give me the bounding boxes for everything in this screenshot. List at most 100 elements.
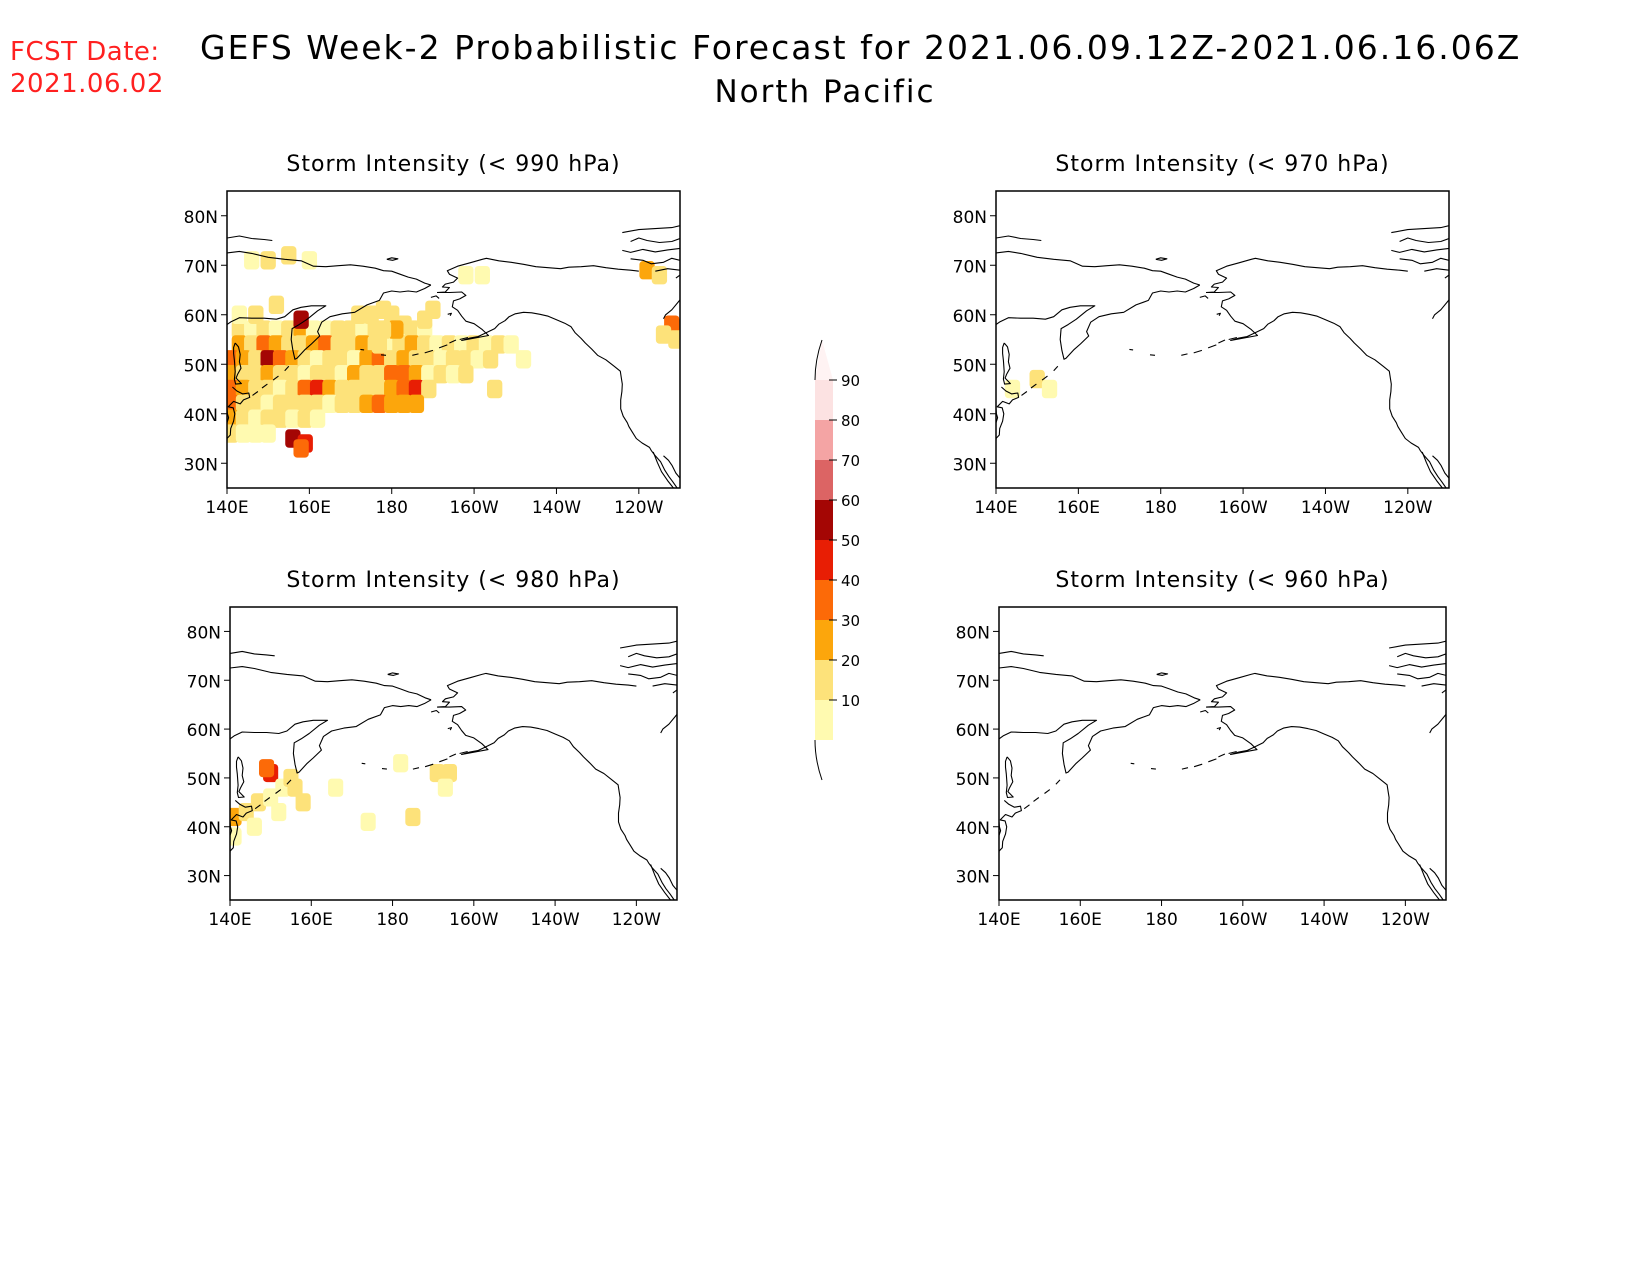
probability-cell: [433, 350, 449, 369]
probability-cell: [244, 320, 260, 339]
colorbar-bottom-edge: [814, 739, 823, 781]
coastline: [227, 386, 251, 441]
probability-cell: [259, 759, 275, 778]
probability-cell: [429, 335, 445, 354]
coastline: [1421, 683, 1446, 687]
lat-tick-label: 70N: [187, 672, 221, 692]
coastline: [380, 354, 387, 356]
probability-cell: [375, 320, 392, 339]
coastline: [1399, 237, 1449, 244]
probability-cell: [334, 364, 350, 384]
probability-cell: [281, 246, 297, 265]
probability-cell: [458, 364, 474, 384]
coastlines: [230, 640, 677, 900]
lon-tick-label: 120W: [612, 910, 661, 930]
lat-tick-label: 40N: [184, 406, 218, 426]
coastline: [439, 758, 448, 763]
probability-cell: [328, 778, 344, 797]
probability-cell: [322, 364, 338, 384]
probability-cell: [334, 379, 350, 399]
probability-cell: [347, 364, 363, 384]
probability-cell: [268, 320, 285, 339]
probability-cell: [301, 251, 318, 270]
lon-tick-label: 140E: [205, 498, 248, 518]
probability-cell: [330, 335, 346, 354]
coastline: [1130, 762, 1135, 765]
coastlines: [996, 225, 1449, 488]
coastline: [1419, 864, 1440, 900]
probability-cell: [392, 335, 408, 354]
coastline: [663, 455, 680, 479]
probability-cell: [1041, 379, 1058, 399]
coastline: [1193, 349, 1203, 354]
probability-cell: [260, 251, 276, 270]
coastlines: [227, 225, 680, 488]
probability-cell: [248, 305, 264, 324]
probability-cell: [393, 754, 409, 773]
lon-tick-label: 140W: [530, 910, 579, 930]
lat-tick-label: 60N: [184, 307, 218, 327]
coastline: [252, 391, 259, 396]
panel-title: Storm Intensity (< 990 hPa): [286, 152, 620, 177]
lon-tick-label: 140W: [532, 498, 581, 518]
probability-cell: [441, 763, 457, 783]
probability-cell: [260, 364, 276, 384]
coastline: [286, 779, 292, 785]
coastline: [361, 762, 366, 765]
probability-cell: [371, 379, 388, 399]
lat-tick-label: 60N: [953, 307, 987, 327]
probability-cell: [272, 394, 289, 414]
coastline: [1002, 342, 1011, 385]
probability-cell: [359, 364, 375, 384]
lat-tick-label: 50N: [953, 356, 987, 376]
probability-cell: [360, 812, 376, 831]
probability-cell: [384, 350, 400, 369]
coastline: [1055, 779, 1061, 785]
coastline: [630, 257, 680, 265]
probability-cell: [295, 793, 311, 812]
probability-cell: [445, 350, 462, 369]
probability-cell: [297, 409, 313, 428]
coastline: [650, 864, 671, 900]
probability-cell: [268, 295, 285, 315]
coastline: [628, 672, 677, 680]
coastline: [430, 709, 440, 714]
coastline: [275, 789, 282, 794]
probability-cell: [248, 424, 264, 443]
lon-tick-label: 120W: [1383, 498, 1432, 518]
probability-cell: [263, 788, 279, 807]
coastline: [1206, 672, 1406, 708]
lon-tick-label: 180: [1145, 498, 1177, 518]
colorbar-top-cap: [815, 340, 833, 380]
lon-tick-label: 140E: [208, 910, 251, 930]
probability-cell: [437, 778, 453, 797]
lat-tick-label: 30N: [956, 868, 990, 888]
coastline: [660, 714, 677, 734]
lat-tick-label: 50N: [187, 770, 221, 790]
coastline: [622, 247, 680, 253]
lat-tick-label: 60N: [956, 721, 990, 741]
probability-cell: [474, 265, 490, 285]
coastline: [230, 666, 432, 701]
region-subtitle: North Pacific: [0, 74, 1650, 110]
map-frame: [998, 606, 1447, 901]
coastline: [272, 375, 279, 381]
probability-cell: [396, 350, 412, 369]
coastline: [386, 257, 399, 261]
lat-tick-label: 70N: [953, 257, 987, 277]
coastline: [230, 799, 253, 854]
probability-cell: [305, 335, 322, 354]
probability-cell: [293, 439, 309, 458]
probability-cell: [655, 325, 672, 344]
panel-title: Storm Intensity (< 960 hPa): [1055, 568, 1389, 593]
coastline: [1023, 804, 1030, 810]
map-frame: [229, 606, 678, 901]
lat-tick-label: 80N: [187, 623, 221, 643]
lon-tick-label: 140W: [1301, 498, 1350, 518]
coastline: [230, 699, 432, 774]
lat-tick-label: 80N: [956, 623, 990, 643]
probability-cell: [244, 335, 260, 354]
panel-p990: Storm Intensity (< 990 hPa) 80N 70N 60N 50N 4…: [184, 152, 681, 518]
probability-cell: [363, 305, 379, 324]
coastline: [233, 342, 242, 385]
